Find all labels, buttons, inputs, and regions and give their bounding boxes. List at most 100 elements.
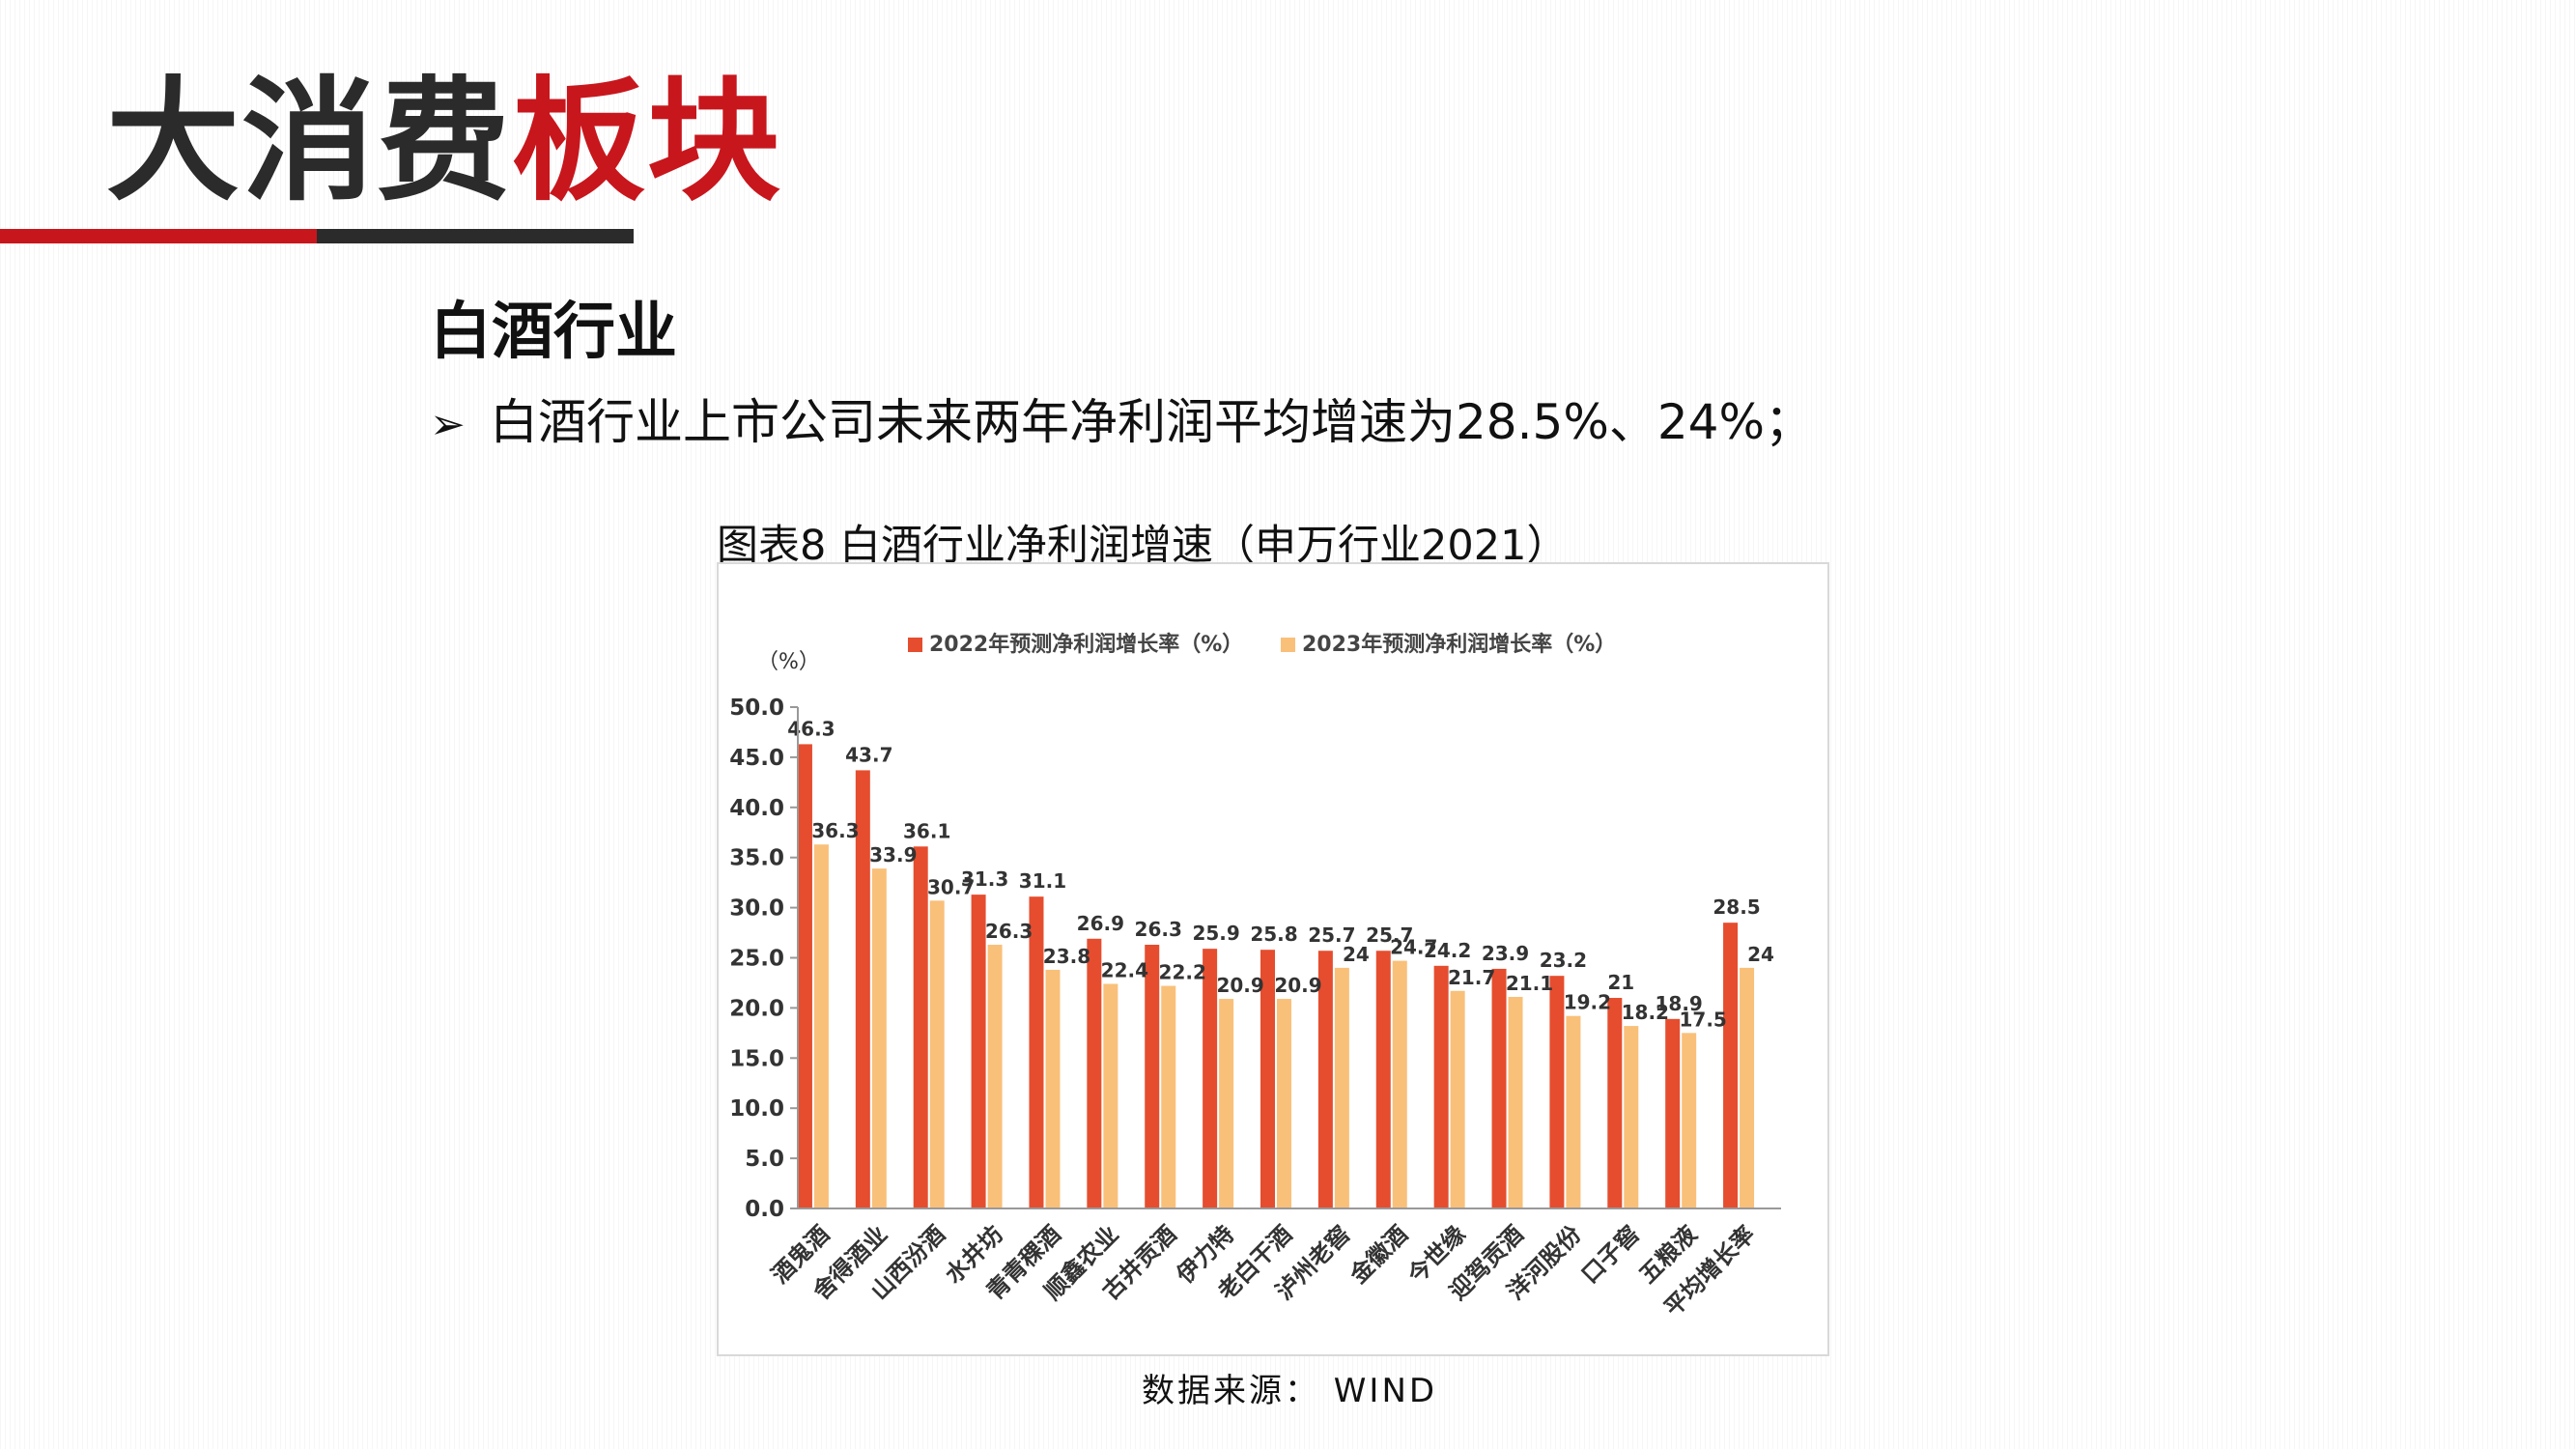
data-label: 46.3 xyxy=(787,717,835,740)
data-label: 28.5 xyxy=(1713,895,1760,919)
data-label: 19.2 xyxy=(1564,991,1611,1014)
bar-2022 xyxy=(1549,976,1565,1208)
chart-legend: 2022年预测净利润增长率（%） 2023年预测净利润增长率（%） xyxy=(908,632,1616,657)
y-tick-label: 15.0 xyxy=(729,1046,784,1071)
source-note: 数据来源： WIND xyxy=(1142,1372,1438,1410)
title-underline-dark xyxy=(317,229,634,243)
page-title-red-part: 板块 xyxy=(512,64,783,219)
section-heading: 白酒行业 xyxy=(430,297,677,368)
bar-2023 xyxy=(1045,969,1061,1208)
data-label: 22.2 xyxy=(1159,961,1206,984)
bar-2023 xyxy=(1392,960,1407,1208)
data-label: 24 xyxy=(1747,943,1774,966)
bar-2022 xyxy=(1087,938,1102,1208)
y-tick-label: 30.0 xyxy=(729,896,784,922)
bar-2022 xyxy=(1375,951,1391,1208)
data-labels: 46.3 36.3 43.7 33.936.1 30.731.3 26.3 31.1 23.8… xyxy=(787,717,1774,1031)
bar-2022 xyxy=(913,846,928,1208)
x-category-label: 金徽酒 xyxy=(1345,1220,1413,1289)
data-label: 21.1 xyxy=(1506,972,1553,995)
y-tick-label: 5.0 xyxy=(745,1147,784,1172)
data-label: 23.9 xyxy=(1482,942,1529,965)
data-label: 31.1 xyxy=(1019,869,1066,893)
bar-2023 xyxy=(1624,1026,1639,1208)
bar-2022 xyxy=(1665,1018,1681,1208)
bar-2022 xyxy=(1491,968,1507,1208)
data-label: 22.4 xyxy=(1101,958,1148,981)
data-label: 26.3 xyxy=(1135,918,1182,941)
legend-swatch-1 xyxy=(908,638,922,652)
data-label: 24.7 xyxy=(1390,936,1437,959)
bar-2023 xyxy=(1682,1033,1697,1208)
data-label: 36.1 xyxy=(903,819,950,842)
data-label: 20.9 xyxy=(1274,974,1321,997)
data-label: 20.9 xyxy=(1216,974,1263,997)
y-tick-label: 25.0 xyxy=(729,947,784,972)
y-axis-unit-label: （%） xyxy=(757,650,820,674)
y-tick-label: 0.0 xyxy=(745,1197,784,1222)
bar-2022 xyxy=(1029,896,1044,1208)
bar-2023 xyxy=(1219,999,1234,1208)
bar-2023 xyxy=(1161,985,1176,1208)
data-label: 24 xyxy=(1343,943,1370,966)
data-label: 31.3 xyxy=(961,867,1008,891)
bar-2023 xyxy=(987,945,1003,1208)
bar-2023 xyxy=(1277,999,1291,1208)
x-category-label: 口子窖 xyxy=(1576,1220,1645,1289)
bar-chart: 2022年预测净利润增长率（%） 2023年预测净利润增长率（%） （%） 0.0… xyxy=(729,632,1781,1321)
data-label: 25.7 xyxy=(1366,923,1413,947)
data-label: 21 xyxy=(1607,971,1634,994)
data-label: 24.2 xyxy=(1424,939,1471,962)
bar-2022 xyxy=(797,744,812,1208)
legend-label-1: 2022年预测净利润增长率（%） xyxy=(929,632,1243,657)
bar-2022 xyxy=(1607,998,1623,1208)
y-tick-label: 45.0 xyxy=(729,746,784,771)
data-label: 30.7 xyxy=(927,875,975,898)
page-title-dark-part: 大消费 xyxy=(106,64,513,219)
bar-2023 xyxy=(1508,996,1523,1208)
chart-caption: 图表8 白酒行业净利润增速（申万行业2021） xyxy=(717,522,1569,570)
y-axis-ticks: 0.0 5.0 10.0 15.0 20.0 25.0 30.0 35.0 40.0 45.0 50… xyxy=(729,696,798,1222)
y-tick-label: 40.0 xyxy=(729,796,784,821)
bar-2022 xyxy=(1203,949,1218,1208)
bullet-text: 白酒行业上市公司未来两年净利润平均增速为28.5%、24%； xyxy=(490,394,1813,450)
y-tick-label: 20.0 xyxy=(729,996,784,1021)
bar-2023 xyxy=(871,868,887,1208)
data-label: 23.2 xyxy=(1540,949,1587,972)
x-axis-category-labels: 酒鬼酒舍得酒业山西汾酒水井坊青青稞酒顺鑫农业古井贡酒伊力特老白干酒泸州老窖金徽酒… xyxy=(766,1220,1760,1321)
bar-2023 xyxy=(1740,967,1755,1208)
bar-2023 xyxy=(1566,1015,1581,1208)
chart-axes xyxy=(797,707,1781,1209)
bar-2022 xyxy=(971,895,986,1208)
bullet-arrow-icon: ➢ xyxy=(430,400,466,449)
legend-label-2: 2023年预测净利润增长率（%） xyxy=(1302,632,1616,657)
data-label: 23.8 xyxy=(1043,945,1090,968)
data-label: 18.9 xyxy=(1655,992,1702,1015)
legend-swatch-2 xyxy=(1281,638,1295,652)
bar-2022 xyxy=(1317,951,1333,1208)
data-label: 36.3 xyxy=(811,819,859,842)
bar-2022 xyxy=(1723,923,1739,1208)
data-label: 33.9 xyxy=(869,843,917,867)
page-title: 大消费板块 xyxy=(106,75,782,209)
bar-2023 xyxy=(929,900,945,1208)
bar-2022 xyxy=(1433,965,1449,1208)
bar-2023 xyxy=(1334,967,1349,1208)
bar-2022 xyxy=(1145,945,1160,1208)
title-underline-red xyxy=(0,229,317,243)
data-label: 25.8 xyxy=(1250,923,1297,946)
y-tick-label: 35.0 xyxy=(729,846,784,871)
y-tick-label: 10.0 xyxy=(729,1096,784,1122)
bullet-point: ➢ 白酒行业上市公司未来两年净利润平均增速为28.5%、24%； xyxy=(430,396,1813,449)
y-tick-label: 50.0 xyxy=(729,696,784,721)
bar-2023 xyxy=(1103,983,1118,1208)
bar-2022 xyxy=(1260,950,1275,1208)
bar-series xyxy=(797,744,1755,1208)
data-label: 21.7 xyxy=(1448,966,1495,989)
chart-frame: 2022年预测净利润增长率（%） 2023年预测净利润增长率（%） （%） 0.0… xyxy=(717,562,1829,1356)
data-label: 43.7 xyxy=(845,743,892,766)
data-label: 17.5 xyxy=(1679,1008,1726,1031)
data-label: 26.3 xyxy=(985,920,1033,943)
bar-2023 xyxy=(1450,990,1465,1208)
data-label: 18.2 xyxy=(1622,1001,1669,1024)
